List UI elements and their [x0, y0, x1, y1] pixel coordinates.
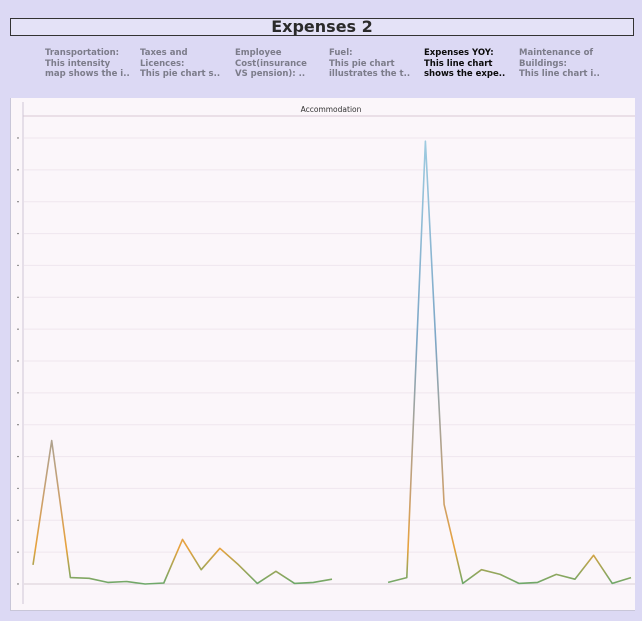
tab-label-line: This line chart	[424, 58, 493, 69]
tab-label-line: Maintenance of	[519, 48, 594, 58]
tab-label-line: Cost(insurance	[235, 58, 307, 69]
tab-label-line: This line chart i..	[519, 69, 600, 79]
y-tick-mark	[17, 519, 19, 521]
tab-fuel[interactable]: Fuel: This pie chart illustrates the t..	[329, 48, 417, 86]
y-tick-mark	[17, 360, 19, 362]
tab-strip: Transportation: This intensity map shows…	[0, 48, 642, 88]
tab-employee-cost[interactable]: Employee Cost(insurance VS pension): ..	[235, 48, 323, 86]
tab-label-line: This pie chart s..	[140, 69, 221, 79]
tab-maintenance-of-buildings[interactable]: Maintenance of Buildings: This line char…	[519, 48, 607, 86]
y-tick-mark	[17, 551, 19, 553]
y-tick-mark	[17, 455, 19, 458]
tab-label-line: VS pension): ..	[235, 69, 306, 79]
tab-label-line: illustrates the t..	[329, 69, 411, 79]
y-tick-mark	[17, 201, 19, 203]
accommodation-line-segment-2	[387, 140, 632, 585]
tab-transportation[interactable]: Transportation: This intensity map shows…	[45, 48, 133, 86]
chart-title: Accommodation	[301, 105, 362, 114]
y-tick-mark	[17, 487, 19, 490]
accommodation-line-segment-1	[32, 439, 333, 585]
y-tick-mark	[17, 392, 19, 394]
tab-label-line: Taxes and	[140, 48, 188, 58]
tab-label-line: shows the expe..	[424, 69, 506, 79]
tab-label-line: map shows the i..	[45, 69, 130, 79]
tab-label-line: Fuel:	[329, 48, 353, 58]
y-tick-mark	[17, 169, 19, 171]
y-tick-mark	[17, 137, 19, 139]
tab-label-line: Licences:	[140, 58, 185, 69]
y-tick-mark	[17, 328, 19, 330]
tab-expenses-yoy[interactable]: Expenses YOY: This line chart shows the …	[424, 48, 512, 86]
y-tick-mark	[17, 583, 19, 585]
page-title: Expenses 2	[10, 18, 634, 36]
tab-label-line: Buildings:	[519, 58, 567, 69]
tab-label-line: Expenses YOY:	[424, 48, 494, 58]
y-tick-mark	[17, 296, 19, 298]
y-tick-mark	[17, 424, 19, 426]
tab-label-line: This pie chart	[329, 58, 395, 69]
tab-label-line: Employee	[235, 48, 282, 58]
y-tick-mark	[17, 232, 19, 235]
line-chart: Accommodation	[17, 102, 635, 604]
tab-label-line: Transportation:	[45, 48, 120, 58]
y-tick-mark	[17, 264, 19, 267]
chart-panel: Accommodation	[10, 98, 635, 611]
tab-label-line: This intensity	[45, 58, 111, 69]
tab-taxes-and-licences[interactable]: Taxes and Licences: This pie chart s..	[140, 48, 228, 86]
